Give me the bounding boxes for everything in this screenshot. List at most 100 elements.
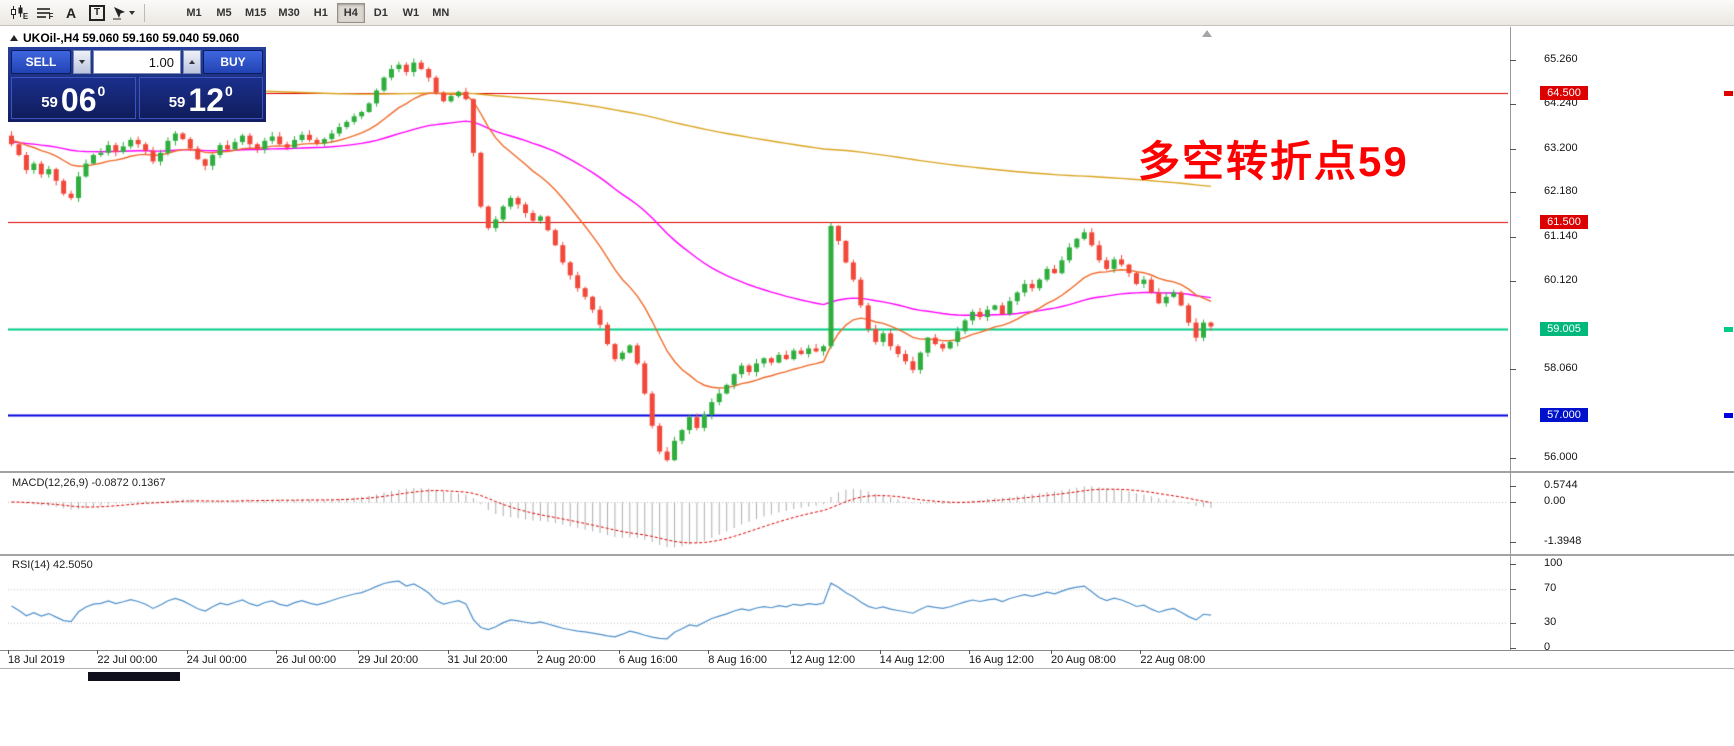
time-axis-tick: [708, 650, 710, 654]
time-axis-tick: [1140, 650, 1142, 654]
price-axis-tick: [1510, 237, 1516, 239]
tool-letter-f: F: [48, 12, 54, 21]
timeframe-button-h4[interactable]: H4: [336, 2, 365, 23]
line-edge-mark: [1724, 413, 1733, 418]
time-axis-border: [0, 650, 1734, 651]
timeframe-button-mn[interactable]: MN: [432, 6, 450, 19]
chevron-up-icon: [189, 60, 195, 64]
time-axis-tick: [8, 650, 9, 654]
lines-list-tool-icon[interactable]: F: [33, 3, 57, 23]
timeframe-button-h1[interactable]: H1: [313, 6, 328, 19]
macd-axis-tick: [1510, 542, 1516, 544]
time-axis-label: 2 Aug 20:00: [536, 654, 596, 666]
time-axis-label: 31 Jul 20:00: [447, 654, 508, 666]
time-axis-tick: [790, 650, 792, 654]
price-axis-tick: [1510, 192, 1516, 194]
sell-button[interactable]: SELL: [11, 50, 71, 74]
rsi-axis-tick: [1510, 622, 1516, 624]
rsi-axis-label: 70: [1544, 582, 1557, 595]
tool-letter-e: E: [22, 12, 29, 21]
volume-dropdown-button[interactable]: [73, 50, 91, 74]
time-axis-tick: [879, 650, 881, 654]
trade-panel-controls: SELL BUY: [11, 50, 263, 74]
rsi-label: RSI(14) 42.5050: [12, 559, 93, 571]
cursor-lines-glyph: [112, 6, 125, 19]
chart-shift-marker-icon: [1202, 30, 1212, 37]
pane-separator[interactable]: [0, 554, 1734, 556]
toolbar-separator: [144, 3, 145, 22]
price-axis-label: 58.060: [1544, 362, 1578, 375]
price-axis-tick: [1510, 103, 1516, 105]
time-axis-label: 14 Aug 12:00: [879, 654, 945, 666]
price-axis-label: 56.000: [1544, 450, 1578, 463]
time-axis-tick: [447, 650, 449, 654]
price-axis-label: 61.140: [1544, 230, 1578, 243]
price-axis-tick: [1510, 148, 1516, 150]
rsi-pane-canvas[interactable]: [8, 557, 1508, 649]
trade-panel-prices: 59 06 0 59 12 0: [11, 77, 263, 119]
rsi-axis-label: 0: [1544, 641, 1551, 653]
charts-toolbar: E F A T M1 M5 M15 M30 H1 H4 D1 W1 MN: [0, 0, 1734, 26]
rsi-axis-tick: [1510, 648, 1516, 649]
price-axis-border: [1510, 27, 1511, 650]
price-axis-label: 63.200: [1544, 141, 1578, 154]
sell-price-integer: 59: [41, 94, 58, 111]
time-axis-tick: [358, 650, 360, 654]
price-axis-label: 60.120: [1544, 273, 1578, 286]
time-axis-tick: [186, 650, 188, 654]
price-badge: 57.000: [1540, 408, 1588, 422]
volume-input[interactable]: [93, 50, 181, 74]
timeframe-button-m1[interactable]: M1: [186, 6, 202, 19]
timeframe-button-w1[interactable]: W1: [402, 6, 420, 19]
buy-price-integer: 59: [168, 94, 186, 111]
time-axis-tick: [618, 650, 620, 654]
timeframe-group: M1 M5 M15 M30 H1 H4 D1 W1 MN: [179, 2, 456, 23]
line-edge-mark: [1724, 326, 1733, 332]
one-click-toggle-icon[interactable]: [10, 35, 18, 41]
rsi-axis-label: 30: [1544, 615, 1557, 628]
macd-pane-canvas[interactable]: [8, 474, 1508, 554]
sell-price-point: 0: [97, 83, 106, 99]
macd-axis-label: -1.3948: [1544, 535, 1582, 548]
line-edge-mark: [1724, 90, 1733, 96]
candlestick-glyph: [10, 5, 23, 19]
timeframe-button-m5[interactable]: M5: [216, 6, 232, 19]
bottom-window-fragment: [88, 672, 180, 681]
time-axis-label: 29 Jul 20:00: [358, 654, 419, 666]
lines-glyph: [36, 7, 50, 18]
time-axis-tick: [276, 650, 278, 654]
price-badge: 59.005: [1540, 321, 1588, 336]
timeframe-button-m15[interactable]: M15: [245, 6, 267, 19]
timeframe-button-m30[interactable]: M30: [278, 6, 300, 19]
drawing-tools-dropdown[interactable]: [111, 3, 135, 23]
time-axis-tick: [97, 650, 99, 654]
text-box-tool-icon[interactable]: T: [85, 3, 109, 23]
buy-price-point: 0: [224, 83, 233, 99]
text-label-tool-icon[interactable]: A: [59, 3, 83, 23]
macd-axis-tick: [1510, 502, 1516, 503]
buy-price-box[interactable]: 59 12 0: [138, 77, 263, 119]
candles-tool-icon[interactable]: E: [7, 3, 31, 23]
chart-annotation: 多空转折点59: [1138, 138, 1409, 185]
time-axis-label: 22 Jul 00:00: [97, 654, 158, 666]
time-axis-label: 8 Aug 16:00: [708, 654, 768, 666]
macd-label: MACD(12,26,9) -0.0872 0.1367: [12, 477, 166, 489]
price-axis-label: 64.240: [1544, 96, 1578, 109]
timeframe-button-d1[interactable]: D1: [373, 6, 388, 19]
price-badge: 61.500: [1540, 214, 1588, 229]
buy-button[interactable]: BUY: [203, 50, 263, 74]
price-axis-label: 65.260: [1544, 53, 1578, 65]
chart-header-text: UKOil-,H4 59.060 59.160 59.040 59.060: [23, 31, 240, 45]
letter-a-glyph: A: [65, 4, 77, 21]
time-axis-label: 18 Jul 2019: [8, 654, 65, 666]
time-axis-tick: [969, 650, 971, 654]
price-axis-tick: [1510, 60, 1516, 61]
rsi-axis-tick: [1510, 564, 1516, 565]
pane-separator[interactable]: [0, 471, 1734, 473]
time-axis-tick: [1051, 650, 1052, 654]
macd-axis-label: 0.00: [1544, 495, 1566, 507]
volume-increase-button[interactable]: [183, 50, 201, 74]
sell-price-box[interactable]: 59 06 0: [11, 77, 136, 119]
price-axis-label: 62.180: [1544, 185, 1578, 198]
time-axis-label: 16 Aug 12:00: [969, 654, 1034, 666]
